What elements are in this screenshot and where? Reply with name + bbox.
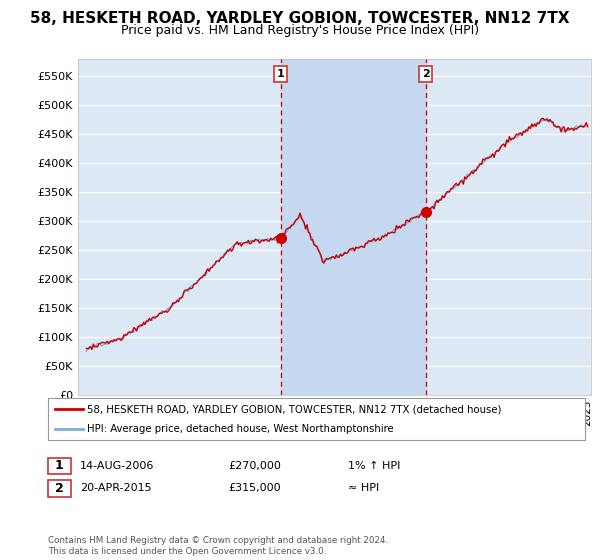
Text: 58, HESKETH ROAD, YARDLEY GOBION, TOWCESTER, NN12 7TX (detached house): 58, HESKETH ROAD, YARDLEY GOBION, TOWCES… [87,404,502,414]
Bar [281,59,425,395]
Text: 1: 1 [55,459,64,473]
Text: 2: 2 [55,482,64,495]
Text: £315,000: £315,000 [228,483,281,493]
Text: HPI: Average price, detached house, West Northamptonshire: HPI: Average price, detached house, West… [87,424,394,434]
Text: ≈ HPI: ≈ HPI [348,483,379,493]
Text: Contains HM Land Registry data © Crown copyright and database right 2024.
This d: Contains HM Land Registry data © Crown c… [48,536,388,556]
Text: 1% ↑ HPI: 1% ↑ HPI [348,461,400,471]
Text: 2: 2 [422,69,430,79]
Text: £270,000: £270,000 [228,461,281,471]
Text: 20-APR-2015: 20-APR-2015 [80,483,151,493]
Text: 1: 1 [277,69,284,79]
Text: 58, HESKETH ROAD, YARDLEY GOBION, TOWCESTER, NN12 7TX: 58, HESKETH ROAD, YARDLEY GOBION, TOWCES… [30,11,570,26]
Text: Price paid vs. HM Land Registry's House Price Index (HPI): Price paid vs. HM Land Registry's House … [121,24,479,37]
Text: 14-AUG-2006: 14-AUG-2006 [80,461,154,471]
